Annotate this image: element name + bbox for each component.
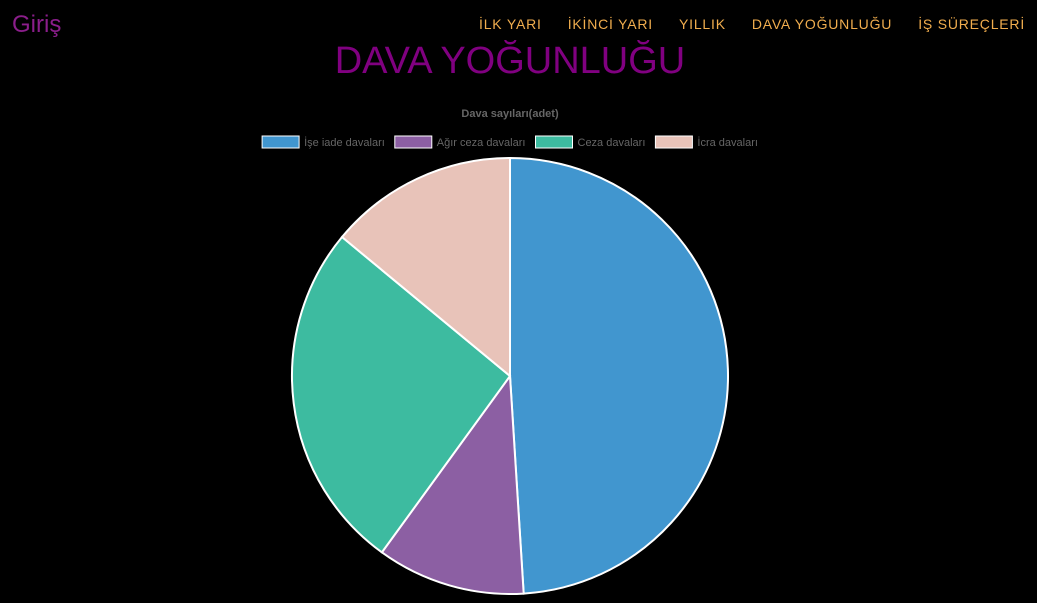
legend-label: Ceza davaları — [578, 137, 646, 149]
main-nav: İLK YARI İKİNCİ YARI YILLIK DAVA YOĞUNLU… — [466, 15, 1037, 33]
legend-label: İcra davaları — [697, 136, 758, 149]
legend-label: İşe iade davaları — [304, 136, 385, 149]
page-title: DAVA YOĞUNLUĞU — [334, 40, 686, 82]
pie-slice-3[interactable] — [291, 235, 512, 554]
brand-link[interactable]: Giriş — [12, 11, 62, 38]
legend-swatch — [535, 135, 573, 149]
pie-slice-2[interactable] — [380, 373, 525, 595]
legend-item-3[interactable]: Ceza davaları — [535, 135, 646, 149]
pie-slice-1[interactable] — [509, 156, 730, 595]
nav-yillik[interactable]: YILLIK — [679, 16, 726, 32]
nav-dava-yogunlugu[interactable]: DAVA YOĞUNLUĞU — [751, 16, 893, 32]
nav-ilk-yari[interactable]: İLK YARI — [479, 16, 542, 32]
legend-item-1[interactable]: İşe iade davaları — [261, 135, 385, 149]
nav-ikinci-yari[interactable]: İKİNCİ YARI — [567, 16, 653, 32]
chart-slices — [291, 156, 730, 595]
pie-slice-4[interactable] — [340, 156, 511, 379]
legend-label: Ağır ceza davaları — [437, 137, 526, 149]
legend-swatch — [261, 135, 300, 149]
legend-swatch — [654, 135, 693, 149]
chart-legend: İşe iade davaları Ağır ceza davaları Ceza … — [261, 135, 758, 149]
nav-is-surecleri[interactable]: İŞ SÜREÇLERİ — [918, 16, 1026, 32]
legend-item-4[interactable]: İcra davaları — [654, 135, 758, 149]
legend-swatch — [394, 135, 433, 149]
chart-title: Dava sayıları(adet) — [461, 108, 559, 120]
legend-item-2[interactable]: Ağır ceza davaları — [394, 135, 526, 149]
